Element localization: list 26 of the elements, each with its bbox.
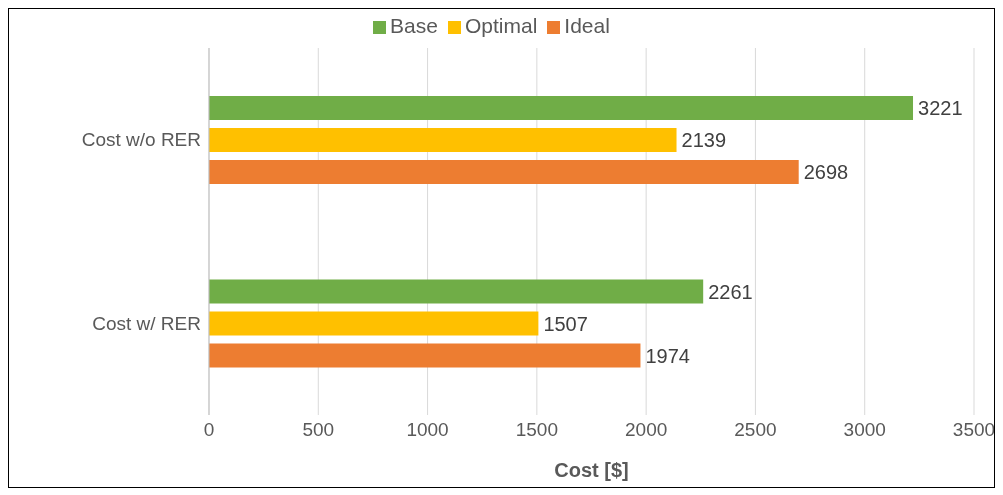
data-label: 2698 xyxy=(803,161,849,184)
data-label: 2261 xyxy=(708,280,753,303)
x-tick-label: 500 xyxy=(302,419,335,441)
x-tick-label: 0 xyxy=(203,419,215,441)
bar xyxy=(209,311,539,336)
bar xyxy=(209,128,677,152)
x-tick-label: 3000 xyxy=(843,419,886,441)
bar xyxy=(209,96,914,120)
data-label: 3221 xyxy=(918,97,963,120)
bar xyxy=(209,343,641,368)
legend-label: Base xyxy=(390,14,438,37)
y-tick-label: Cost w/ RER xyxy=(92,312,201,334)
x-tick-label: 2000 xyxy=(625,419,668,441)
x-tick-label: 1000 xyxy=(406,419,449,441)
bar xyxy=(209,279,704,304)
x-tick-label: 2500 xyxy=(734,419,777,441)
data-label: 2139 xyxy=(681,129,727,152)
legend-label: Ideal xyxy=(564,14,610,37)
x-tick-label: 3500 xyxy=(952,419,996,441)
x-tick-label: 1500 xyxy=(515,419,558,441)
x-axis-title: Cost [$] xyxy=(554,459,629,481)
data-label: 1507 xyxy=(543,312,588,335)
bar xyxy=(209,160,799,184)
y-tick-label: Cost w/o RER xyxy=(81,129,201,151)
data-label: 1974 xyxy=(645,344,690,367)
legend-label: Optimal xyxy=(464,14,538,37)
